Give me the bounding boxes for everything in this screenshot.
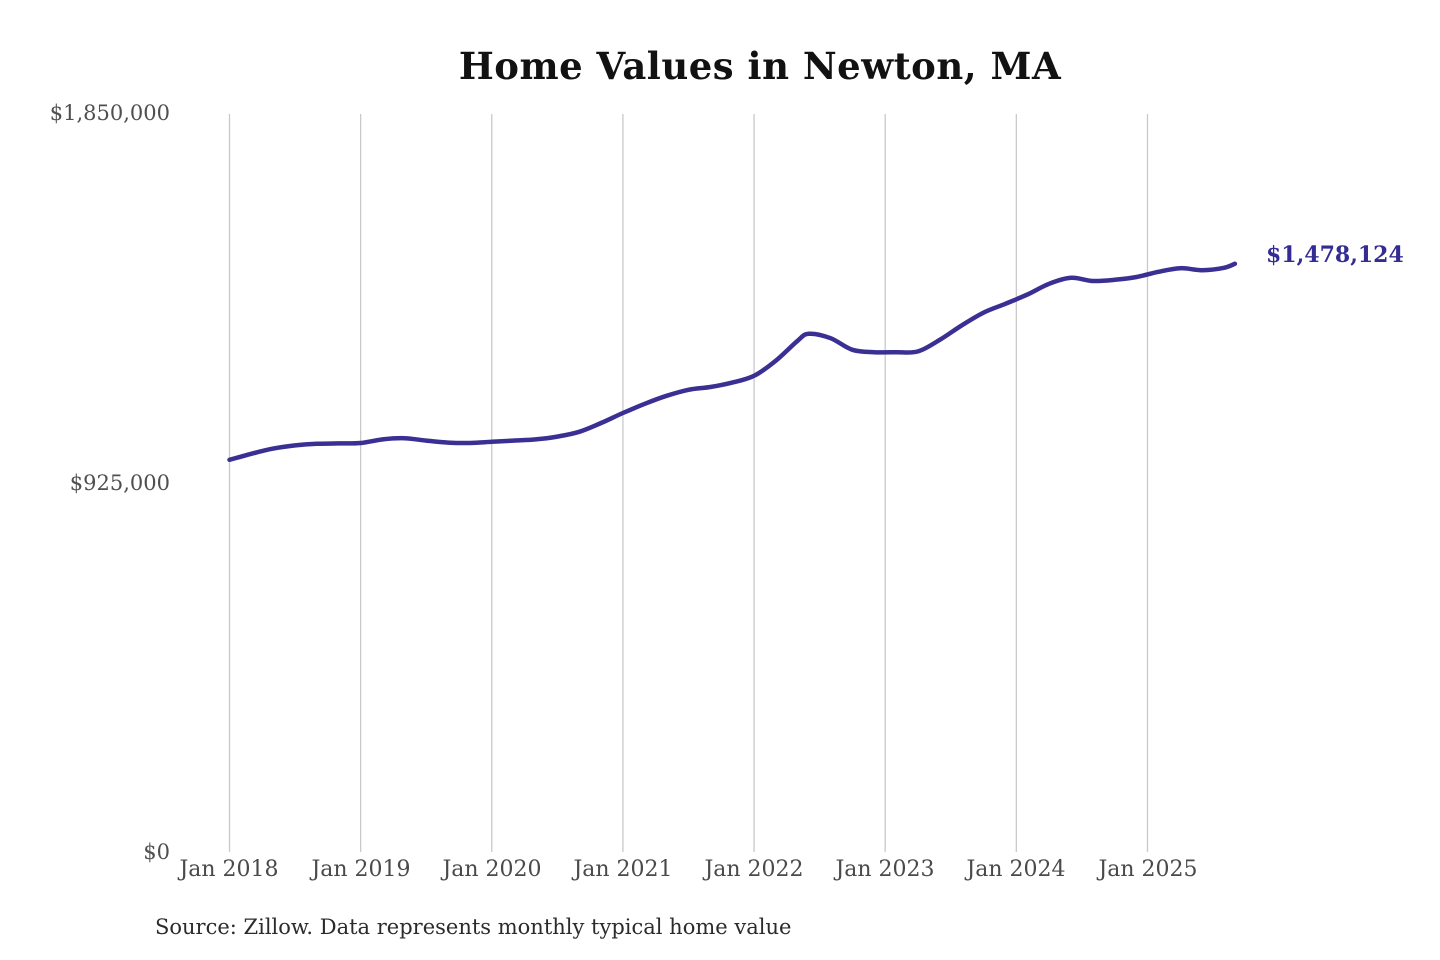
x-axis-tick-jan-2021: Jan 2021 [573,857,673,882]
x-axis-tick-jan-2020: Jan 2020 [442,857,542,882]
source-attribution: Source: Zillow. Data represents monthly … [155,915,792,939]
chart-title: Home Values in Newton, MA [458,44,1062,88]
latest-value-label: $1,478,124 [1266,242,1404,268]
x-axis-tick-jan-2024: Jan 2024 [966,857,1066,882]
y-axis-tick-1850000: $1,850,000 [49,101,170,125]
x-axis-tick-jan-2018: Jan 2018 [179,857,279,882]
x-axis-tick-jan-2022: Jan 2022 [704,857,804,882]
x-axis-tick-jan-2023: Jan 2023 [835,857,935,882]
x-axis-tick-jan-2019: Jan 2019 [311,857,411,882]
x-axis-tick-jan-2025: Jan 2025 [1098,857,1198,882]
y-axis-tick-925000: $925,000 [69,471,170,495]
y-axis-tick-0: $0 [143,840,170,864]
home-value-series-line [227,261,1238,463]
